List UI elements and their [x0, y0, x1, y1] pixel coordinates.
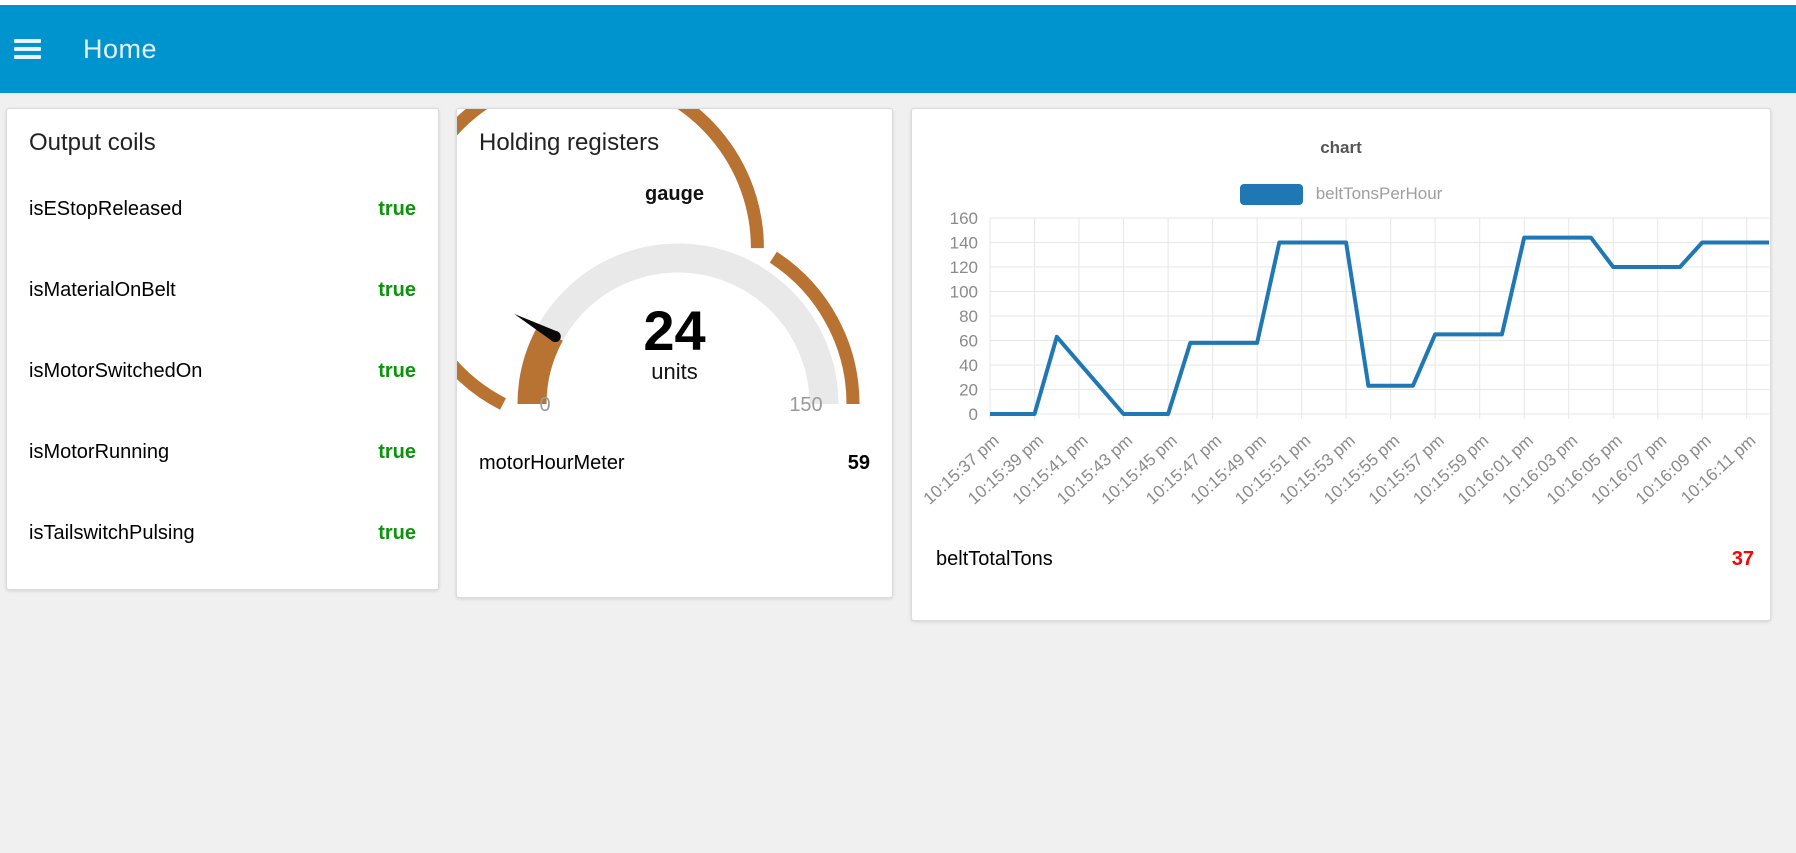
output-coils-card: Output coils isEStopReleased true isMateri…	[6, 108, 439, 590]
coil-row: isMotorSwitchedOn true	[29, 331, 416, 412]
coil-label: isMaterialOnBelt	[29, 279, 176, 301]
coil-value: true	[378, 522, 416, 544]
coil-row: isMotorRunning true	[29, 412, 416, 493]
coil-value: true	[378, 198, 416, 220]
sidebar-menu-button[interactable]	[14, 35, 41, 63]
chart-legend: beltTonsPerHour	[912, 183, 1770, 205]
coil-value: true	[378, 279, 416, 301]
legend-swatch	[1239, 183, 1303, 205]
y-tick-label: 140	[950, 234, 978, 253]
coil-value: true	[378, 360, 416, 382]
coil-label: isTailswitchPulsing	[29, 522, 195, 544]
y-tick-label: 0	[969, 405, 978, 424]
y-tick-label: 120	[950, 258, 978, 277]
gauge-title: gauge	[645, 183, 704, 205]
gauge-min-label: 0	[539, 394, 550, 416]
hamburger-icon	[14, 39, 41, 59]
chart-line	[990, 235, 1769, 416]
gauge-value: 24	[643, 299, 706, 362]
chart-card: chart beltTonsPerHour 0 20 40 60 80 100 120 140…	[911, 108, 1771, 621]
coil-label: isEStopReleased	[29, 198, 183, 220]
coil-row: isMaterialOnBelt true	[29, 250, 416, 331]
gauge-widget: 0 150	[457, 109, 860, 416]
y-tick-label: 160	[950, 209, 978, 228]
window-top-strip	[0, 0, 1796, 5]
belt-total-row: beltTotalTons 37	[936, 539, 1754, 579]
holding-registers-card: Holding registers gauge 0 150 24 units mo…	[456, 108, 893, 598]
gauge-fill-arc	[517, 326, 563, 405]
output-coils-rows: isEStopReleased true isMaterialOnBelt true i…	[29, 169, 416, 574]
coil-value: true	[378, 441, 416, 463]
gauge-outer-arc	[769, 251, 860, 405]
coil-label: isMotorSwitchedOn	[29, 360, 203, 382]
gauge-units-label: units	[651, 359, 698, 384]
gauge-max-label: 150	[789, 394, 822, 416]
register-row: motorHourMeter 59	[479, 423, 870, 504]
register-value: 59	[847, 452, 870, 474]
gauge-outer-arc	[457, 109, 764, 410]
belt-total-label: beltTotalTons	[936, 547, 1053, 570]
coil-row: isEStopReleased true	[29, 169, 416, 250]
coil-label: isMotorRunning	[29, 441, 170, 463]
app-header: Home	[0, 5, 1796, 93]
y-tick-label: 60	[959, 332, 978, 351]
chart-title: chart	[1320, 138, 1362, 157]
output-coils-title: Output coils	[29, 129, 156, 156]
gauge-needle	[514, 313, 558, 342]
legend-label: beltTonsPerHour	[1315, 184, 1443, 203]
y-tick-label: 40	[959, 356, 978, 375]
register-label: motorHourMeter	[479, 452, 625, 474]
y-tick-label: 100	[950, 283, 978, 302]
y-tick-label: 80	[959, 307, 978, 326]
page-title: Home	[83, 33, 158, 64]
belt-total-value: 37	[1731, 547, 1754, 570]
holding-registers-title: Holding registers	[479, 129, 660, 156]
y-tick-label: 20	[959, 381, 978, 400]
coil-row: isTailswitchPulsing true	[29, 493, 416, 574]
